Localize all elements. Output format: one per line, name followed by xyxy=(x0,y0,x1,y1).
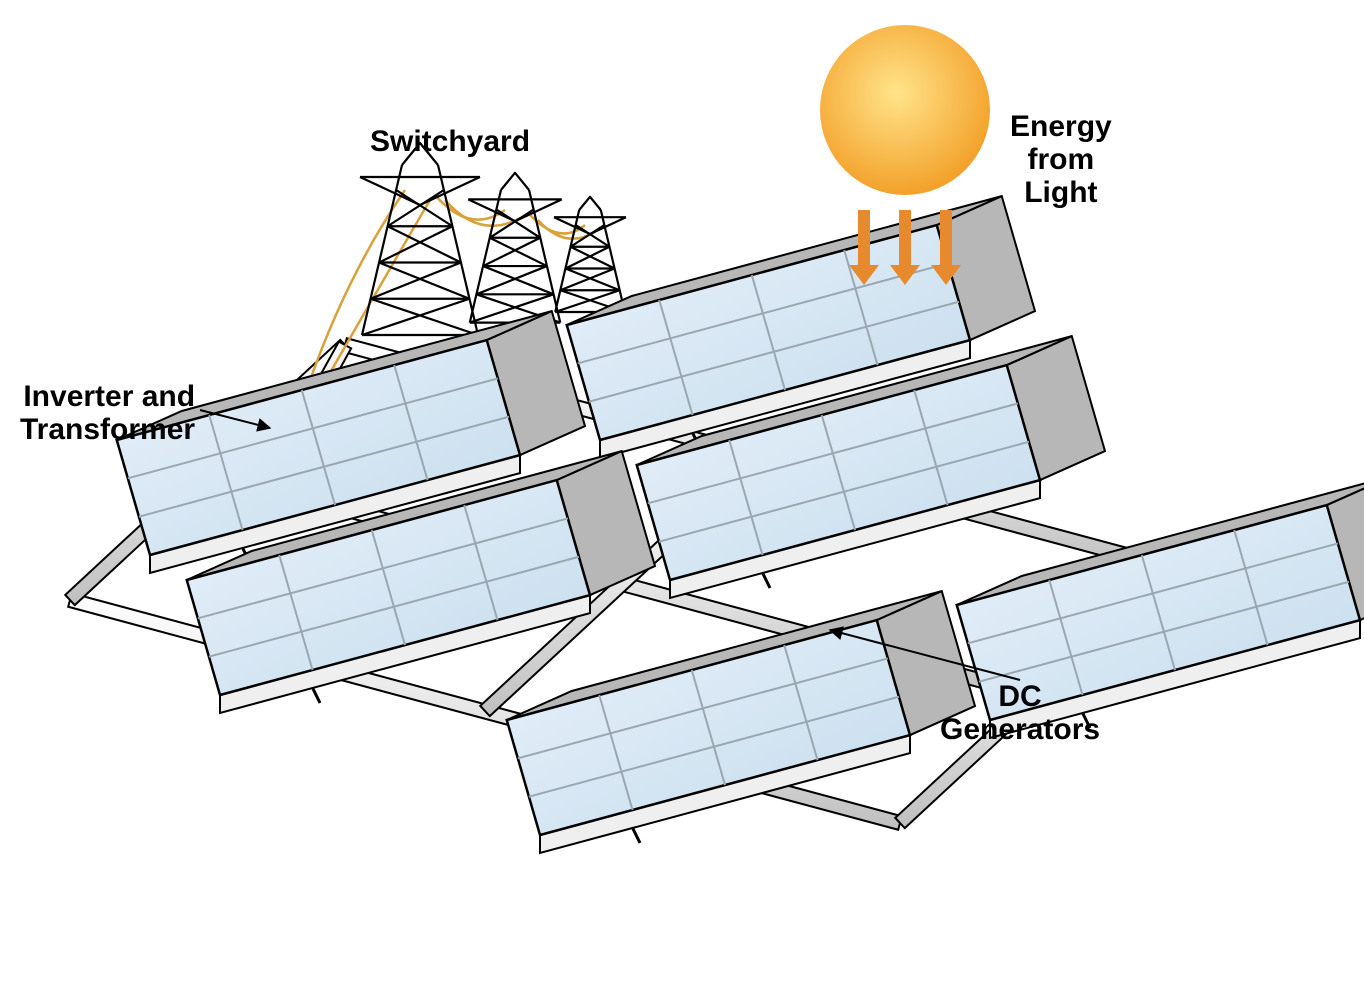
solar-farm-diagram xyxy=(0,0,1364,984)
switchyard-towers xyxy=(360,143,626,335)
dc-generators-label: DCGenerators xyxy=(940,680,1100,746)
solar-panel-array xyxy=(117,196,1364,853)
inverter-transformer-label: Inverter andTransformer xyxy=(20,380,195,446)
energy-from-light-label: EnergyfromLight xyxy=(1010,110,1112,209)
switchyard-label: Switchyard xyxy=(370,125,530,158)
